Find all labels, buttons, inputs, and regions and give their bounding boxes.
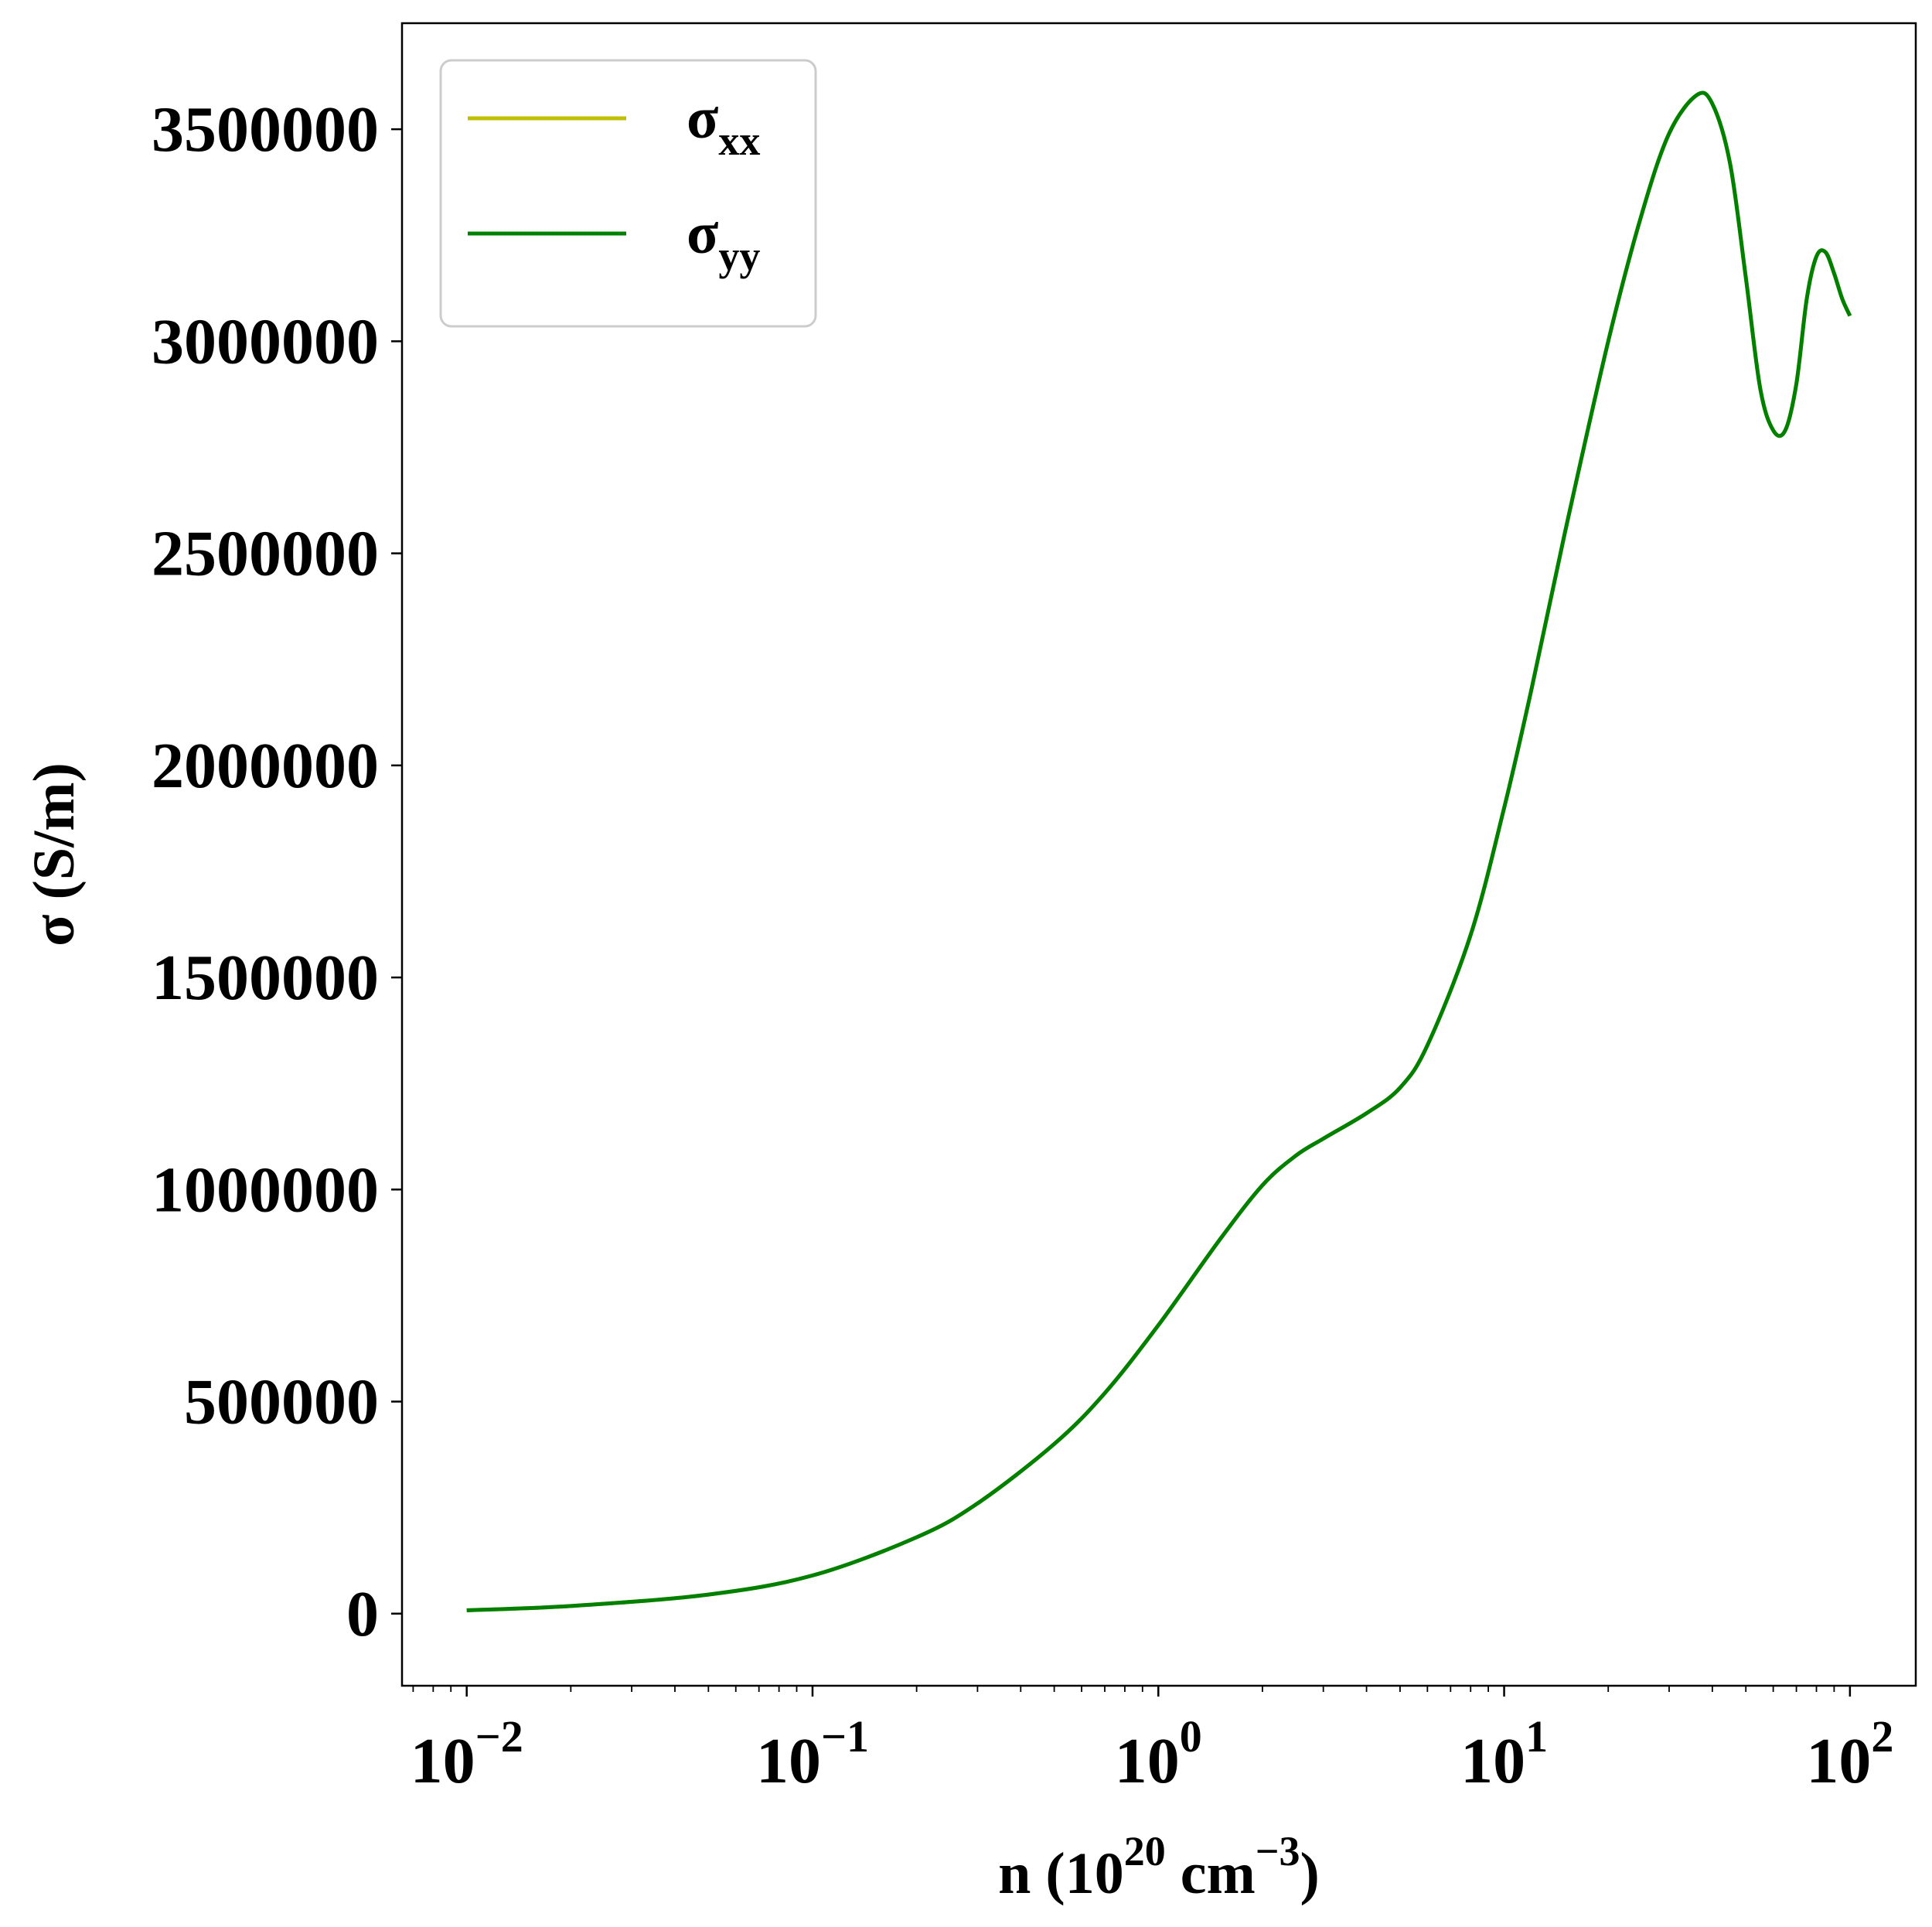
legend: σxx σyy [439, 59, 817, 328]
x-tick-label-0: 10−2 [411, 1711, 523, 1797]
x-axis-label-tail: ) [1300, 1841, 1320, 1906]
y-axis-label: σ (S/m) [22, 762, 87, 946]
x-tick-label-3: 101 [1460, 1711, 1548, 1797]
y-tick-label-0: 0 [346, 1578, 379, 1650]
series-line-sigma-yy [466, 90, 1852, 1612]
x-axis-label-base: n (10 [998, 1841, 1124, 1906]
y-tick-label-2: 1000000 [152, 1154, 379, 1226]
y-tick-label-5: 2500000 [152, 518, 379, 590]
series-layer [466, 90, 1852, 1612]
y-tick-label-6: 3000000 [152, 305, 379, 377]
legend-box [439, 59, 817, 328]
y-tick-label-4: 2000000 [152, 730, 379, 802]
y-tick-label-7: 3500000 [152, 94, 379, 165]
legend-label-sigma-yy: σyy [687, 201, 760, 279]
ticks-layer: 0 500000 1000000 1500000 2000000 2500000 30000… [152, 94, 1893, 1797]
legend-label-sigma-xx: σxx [687, 86, 760, 164]
x-tick-label-1: 10−1 [756, 1711, 869, 1797]
x-tick-label-2: 100 [1115, 1711, 1202, 1797]
y-tick-label-1: 500000 [184, 1366, 379, 1438]
x-axis-label-exp2: −3 [1256, 1828, 1300, 1874]
y-tick-label-3: 1500000 [152, 942, 379, 1014]
x-tick-label-4: 102 [1806, 1711, 1893, 1797]
x-axis-label: n (1020 cm−3) [998, 1828, 1320, 1906]
x-axis-label-mid: cm [1166, 1841, 1256, 1906]
x-axis-label-exp1: 20 [1124, 1828, 1166, 1874]
plot-frame [400, 22, 1917, 1687]
